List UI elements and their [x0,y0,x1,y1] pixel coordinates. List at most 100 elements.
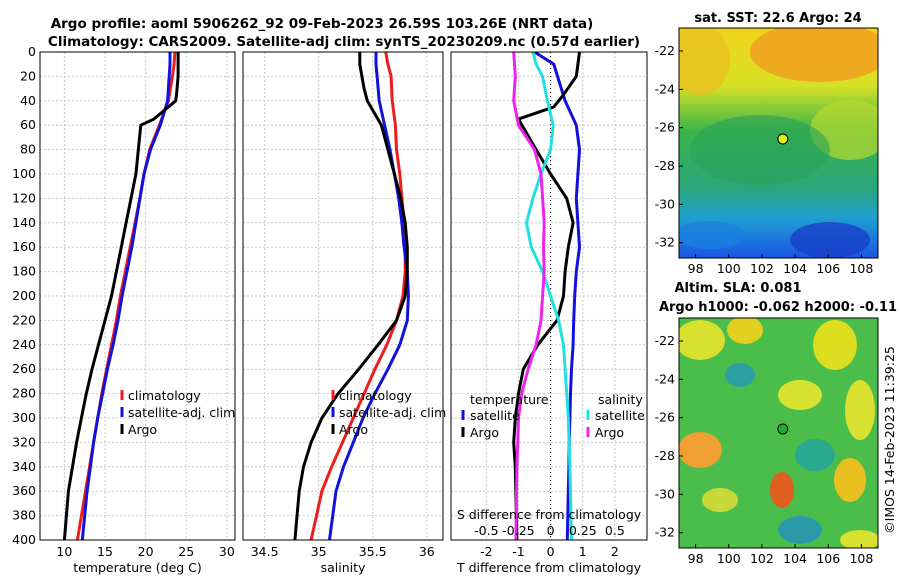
map-x-tick-label: 108 [849,261,873,276]
x-tick-label: 25 [178,544,194,559]
map-y-tick-label: -22 [655,333,675,348]
imos-timestamp: ©IMOS 14-Feb-2023 11:39:25 [882,346,897,534]
map-x-tick-label: 104 [783,261,807,276]
series-line-salinity-satellite [525,52,573,540]
x-tick-label: -2 [480,544,492,559]
series-line-argo [62,52,180,540]
map-x-tick-label: 108 [849,551,873,566]
figure-title-line1: Argo profile: aoml 5906262_92 09-Feb-202… [51,16,594,32]
legend-label: Argo [128,422,157,437]
plot-frame [450,51,648,541]
secondary-axis-label: S difference from climatology [457,507,642,522]
map-y-tick-label: -26 [655,410,675,425]
legend-label: satellite-adj. clim [128,405,235,420]
temperature-profile-panel: 10 15 20 25 30020406080100120140160180200220… [12,44,236,575]
plot-frame [242,51,444,541]
legend-label: Argo [339,422,368,437]
map-x-tick-label: 104 [783,551,807,566]
y-tick-label: 280 [12,386,36,401]
secondary-tick-label: 0.5 [605,523,625,538]
series-group [512,52,581,540]
series-group [62,52,180,540]
series-line-climatology [309,52,407,540]
argo-location-marker [777,133,789,145]
x-tick-label: 20 [138,544,154,559]
y-tick-label: 380 [12,508,36,523]
x-axis-label: salinity [321,560,366,575]
y-tick-label: 40 [20,93,36,108]
x-axis-label: temperature (deg C) [73,560,202,575]
legend-label: satellite [595,408,645,423]
grid-lines [40,51,235,541]
secondary-tick-label: 0.25 [569,523,597,538]
x-tick-label: 10 [56,544,72,559]
legend-title-salinity: salinity [598,392,643,407]
map-x-tick-label: 102 [750,551,774,566]
y-tick-label: 200 [12,288,36,303]
y-tick-label: 140 [12,215,36,230]
sla-map-title: Altim. SLA: 0.081 [675,281,802,296]
x-tick-label: 34.5 [251,544,279,559]
legend-title-temperature: temperature [470,392,549,407]
x-tick-label: 0 [547,544,555,559]
map-y-tick-label: -24 [655,81,675,96]
sla-map-subtitle: Argo h1000: -0.062 h2000: -0.11 [659,300,897,315]
legend-label: climatology [128,388,201,403]
y-tick-label: 360 [12,483,36,498]
x-tick-label: 15 [97,544,113,559]
y-tick-label: 340 [12,459,36,474]
x-tick-label: 1 [579,544,587,559]
y-tick-label: 220 [12,312,36,327]
argo-location-marker-sla [777,423,789,435]
salinity-profile-panel: 34.5 35 35.5 36 salinity climatology satellite… [242,51,446,575]
map-x-tick-label: 106 [816,551,840,566]
x-tick-label: 35.5 [359,544,387,559]
series-line-salinity-argo [512,52,546,540]
map-y-tick-label: -30 [655,486,675,501]
map-y-tick-label: -28 [655,448,675,463]
y-tick-label: 180 [12,264,36,279]
series-group [293,52,410,540]
map-x-tick-label: 106 [816,261,840,276]
y-tick-label: 400 [12,532,36,547]
sst-map-title: sat. SST: 22.6 Argo: 24 [694,11,861,26]
legend-label: Argo [470,425,499,440]
sla-map-panel: Altim. SLA: 0.081 Argo h1000: -0.062 h20… [655,281,897,566]
map-y-tick-label: -30 [655,196,675,211]
y-tick-label: 20 [20,68,36,83]
x-tick-label: 30 [219,544,235,559]
difference-profile-panel: -2 -1 0 1 2T difference from climatology temp… [450,51,648,575]
map-x-tick-label: 100 [717,261,741,276]
map-y-tick-label: -26 [655,120,675,135]
x-axis-label: T difference from climatology [456,560,642,575]
plot-frame [39,51,236,541]
map-y-tick-label: -24 [655,371,675,386]
secondary-tick-label: -0.25 [502,523,534,538]
y-tick-label: 300 [12,410,36,425]
map-y-tick-label: -22 [655,43,675,58]
y-tick-label: 0 [28,44,36,59]
y-tick-label: 60 [20,117,36,132]
y-tick-label: 320 [12,434,36,449]
map-x-tick-label: 98 [688,261,704,276]
y-tick-label: 100 [12,166,36,181]
map-y-tick-label: -32 [655,525,675,540]
figure-title-line2: Climatology: CARS2009. Satellite-adj cli… [48,34,640,50]
x-tick-label: 2 [611,544,619,559]
legend-label: satellite-adj. clim [339,405,446,420]
grid-lines [451,51,647,541]
secondary-tick-label: -0.5 [474,523,498,538]
y-tick-label: 260 [12,361,36,376]
grid-lines [243,51,443,541]
series-line-argo [293,52,409,540]
map-x-tick-label: 98 [688,551,704,566]
legend-label: climatology [339,388,412,403]
y-tick-label: 240 [12,337,36,352]
y-tick-label: 160 [12,239,36,254]
x-tick-label: -1 [512,544,524,559]
legend-label: Argo [595,425,624,440]
secondary-tick-label: 0 [547,523,555,538]
map-y-tick-label: -28 [655,158,675,173]
x-tick-label: 35 [311,544,327,559]
